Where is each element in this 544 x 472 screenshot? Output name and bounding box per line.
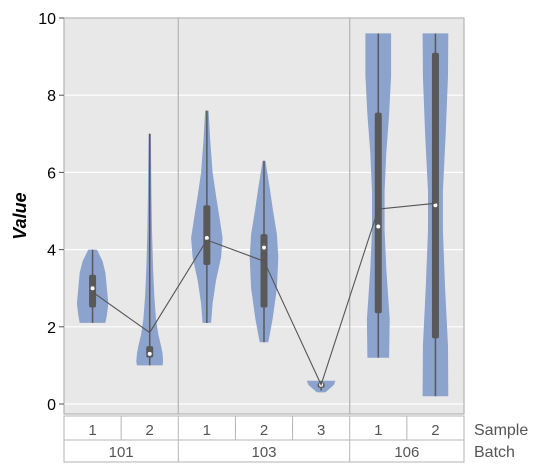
median-marker	[262, 245, 266, 250]
category-table: 1 2 1 2 3 1 2 101 103 106	[63, 415, 465, 463]
median-marker	[376, 224, 381, 229]
sample-label: 1	[374, 422, 382, 439]
iqr-box	[431, 52, 439, 339]
median-marker	[90, 286, 95, 291]
sample-label: 1	[88, 422, 96, 439]
iqr-box	[203, 205, 211, 266]
median-marker	[147, 351, 152, 356]
y-tick-label: 4	[47, 243, 56, 260]
y-tick-label: 0	[47, 397, 56, 414]
y-tick-label: 8	[47, 88, 56, 105]
iqr-box	[260, 234, 268, 308]
mean-line-group	[92, 202, 436, 387]
plot-frame	[63, 17, 465, 415]
sample-row-label: Sample	[474, 422, 528, 439]
table-frame	[63, 415, 465, 463]
y-tick-label: 6	[47, 165, 56, 182]
y-tick-label: 10	[38, 11, 56, 28]
y-axis-label: Value	[10, 192, 30, 239]
iqr-box	[89, 274, 97, 308]
median-marker	[204, 236, 209, 241]
batch-label: 103	[251, 444, 276, 461]
boxes	[89, 33, 439, 397]
batch-separators	[177, 18, 351, 414]
sample-label: 2	[146, 422, 154, 439]
median-marker	[433, 203, 438, 208]
sample-label: 1	[203, 422, 211, 439]
batch-label: 106	[394, 444, 419, 461]
y-tick-label: 2	[47, 320, 56, 337]
sample-label: 2	[431, 422, 439, 439]
batch-label: 101	[109, 444, 134, 461]
mean-line	[92, 202, 436, 387]
iqr-box	[374, 112, 382, 314]
y-axis-ticks: 0 2 4 6 8 10	[38, 11, 64, 414]
sample-label: 3	[317, 422, 325, 439]
sample-label: 2	[260, 422, 268, 439]
batch-row-label: Batch	[474, 444, 515, 461]
